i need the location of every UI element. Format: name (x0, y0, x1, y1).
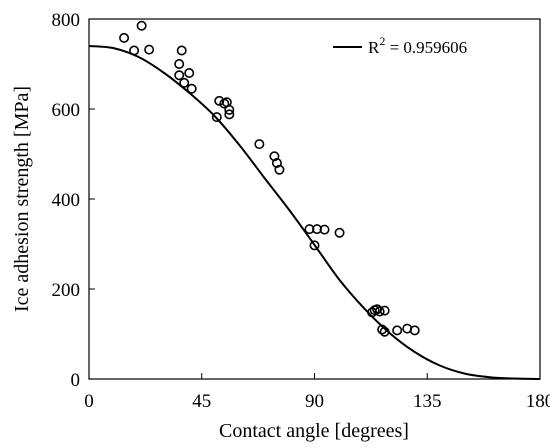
data-point (392, 325, 403, 336)
data-point (136, 20, 147, 31)
ticks (88, 18, 541, 380)
data-point (319, 224, 330, 235)
data-point (377, 324, 388, 335)
data-point (269, 151, 280, 162)
y-tick-label: 200 (52, 280, 81, 301)
plot-area-frame (88, 18, 541, 380)
x-tick-label: 135 (413, 391, 442, 412)
data-point (334, 227, 345, 238)
data-points (119, 20, 420, 337)
data-point (211, 112, 222, 123)
tick-labels: 0 45 90 135 180 0 200 400 600 800 (52, 10, 550, 412)
data-point (271, 158, 282, 169)
data-point (309, 240, 320, 251)
x-tick-label: 0 (84, 391, 94, 412)
data-point (254, 139, 265, 150)
y-tick-label: 800 (52, 10, 81, 31)
legend: R2 = 0.959606 (333, 34, 467, 57)
data-point (224, 104, 235, 115)
data-point (186, 83, 197, 94)
data-point (312, 224, 323, 235)
legend-label: R2 = 0.959606 (368, 34, 467, 57)
x-tick-label: 180 (526, 391, 550, 412)
data-point (176, 45, 187, 56)
data-point (274, 164, 285, 175)
data-point (174, 70, 185, 81)
y-tick-label: 600 (52, 100, 81, 121)
data-point (409, 325, 420, 336)
data-point (224, 109, 235, 120)
fit-curve (88, 45, 541, 380)
data-point (174, 58, 185, 69)
data-point (379, 326, 390, 337)
y-tick-label: 400 (52, 190, 81, 211)
data-point (219, 98, 230, 109)
data-point (129, 45, 140, 56)
y-axis-label: Ice adhesion strength [MPa] (11, 86, 33, 312)
data-point (119, 32, 130, 43)
data-point (184, 68, 195, 79)
x-tick-label: 90 (305, 391, 324, 412)
x-tick-label: 45 (192, 391, 211, 412)
data-point (379, 305, 390, 316)
data-point (144, 44, 155, 55)
y-tick-label: 0 (71, 370, 81, 391)
data-point (374, 306, 385, 317)
data-point (179, 77, 190, 88)
data-point (367, 307, 378, 318)
x-axis-label: Contact angle [degrees] (219, 420, 409, 442)
data-point (304, 224, 315, 235)
